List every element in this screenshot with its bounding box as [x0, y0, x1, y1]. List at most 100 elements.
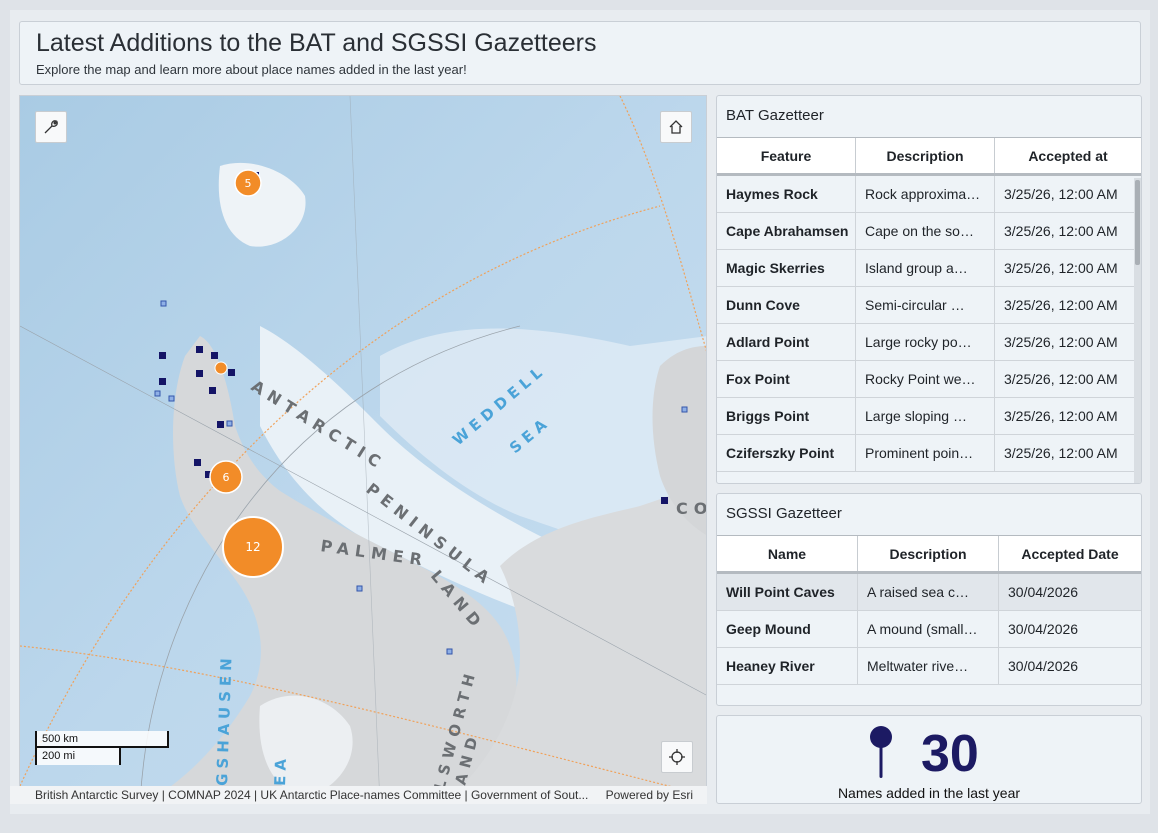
- scale-bar: 500 km 200 mi: [35, 731, 169, 765]
- description-cell: Cape on the so…: [856, 213, 995, 249]
- accepted-cell: 3/25/26, 12:00 AM: [1004, 371, 1118, 387]
- crosshair-icon: [669, 749, 685, 765]
- graticule-line: [139, 325, 521, 803]
- description-cell: A mound (small…: [858, 611, 999, 647]
- sgssi-gazetteer-panel: SGSSI Gazetteer Name Description Accepte…: [716, 493, 1142, 706]
- table-row[interactable]: Cziferszky Point Prominent poin… 3/25/26, …: [717, 435, 1141, 472]
- sgssi-table[interactable]: Name Description Accepted Date Will Poin…: [717, 535, 1141, 685]
- column-header-name[interactable]: Name: [717, 536, 858, 571]
- accepted-cell: 3/25/26, 12:00 AM: [1004, 260, 1118, 276]
- page-title: Latest Additions to the BAT and SGSSI Ga…: [36, 29, 597, 57]
- table-row[interactable]: Will Point Caves A raised sea c… 30/04/202…: [717, 574, 1141, 611]
- description-cell: A raised sea c…: [858, 574, 999, 610]
- cluster-count: 6: [223, 471, 230, 484]
- cluster-6[interactable]: 6: [209, 460, 243, 494]
- accepted-cell: 3/25/26, 12:00 AM: [1004, 186, 1118, 202]
- map-attribution: British Antarctic Survey | COMNAP 2024 |…: [10, 786, 707, 804]
- table-row[interactable]: Fox Point Rocky Point we… 3/25/26, 12:00 A…: [717, 361, 1141, 398]
- map-label-bellingshausen: GSHAUSEN: [213, 653, 236, 786]
- feature-cell: Dunn Cove: [717, 287, 856, 323]
- map-label-coats: CO: [676, 499, 707, 518]
- cluster-count: 5: [245, 177, 252, 190]
- column-header-accepted-date[interactable]: Accepted Date: [1021, 545, 1119, 562]
- names-count-value: 30: [921, 725, 979, 783]
- column-header-feature[interactable]: Feature: [717, 138, 856, 173]
- accepted-cell: 3/25/26, 12:00 AM: [1004, 297, 1118, 313]
- names-count-panel: 30 Names added in the last year: [716, 715, 1142, 804]
- accepted-cell: 3/25/26, 12:00 AM: [1004, 445, 1118, 461]
- description-cell: Prominent poin…: [856, 435, 995, 471]
- accepted-cell: 3/25/26, 12:00 AM: [1004, 334, 1118, 350]
- description-cell: Large sloping …: [856, 398, 995, 434]
- accepted-cell: 3/25/26, 12:00 AM: [1004, 408, 1118, 424]
- graticule-line: [20, 205, 661, 787]
- accepted-cell: 3/25/26, 12:00 AM: [1004, 223, 1118, 239]
- home-button[interactable]: [660, 111, 692, 143]
- graticule-line: [619, 96, 706, 352]
- powered-by-esri[interactable]: Powered by Esri: [605, 788, 693, 802]
- table-row[interactable]: Cape Abrahamsen Cape on the so… 3/25/26, 1…: [717, 213, 1141, 250]
- cluster-5[interactable]: 5: [234, 169, 262, 197]
- description-cell: Rocky Point we…: [856, 361, 995, 397]
- map-view[interactable]: ANTARCTIC PENINSULA PALMER LAND LLSWORTH…: [19, 95, 707, 804]
- feature-markers-light[interactable]: [154, 300, 688, 655]
- description-cell: Meltwater rive…: [858, 648, 999, 684]
- feature-cell: Magic Skerries: [717, 250, 856, 286]
- column-header-accepted[interactable]: Accepted at: [1028, 147, 1108, 164]
- table-row[interactable]: Magic Skerries Island group a… 3/25/26, 12…: [717, 250, 1141, 287]
- table-row[interactable]: Adlard Point Large rocky po… 3/25/26, 12:0…: [717, 324, 1141, 361]
- names-count-caption: Names added in the last year: [837, 785, 1021, 801]
- map-label-bellingshausen-sea: EA: [271, 754, 290, 786]
- locate-button[interactable]: [661, 741, 693, 773]
- map-pin-icon: [870, 726, 892, 778]
- table-row[interactable]: Haymes Rock Rock approxima… 3/25/26, 12:00…: [717, 176, 1141, 213]
- accepted-date-cell: 30/04/2026: [1008, 621, 1079, 637]
- table-header: Name Description Accepted Date: [717, 536, 1141, 574]
- table-row[interactable]: Geep Mound A mound (small… 30/04/2026: [717, 611, 1141, 648]
- mainland-east: [442, 477, 706, 803]
- feature-cell: Briggs Point: [717, 398, 856, 434]
- peninsula-land: [143, 336, 517, 803]
- scrollbar-thumb[interactable]: [1135, 180, 1140, 265]
- tools-button[interactable]: [35, 111, 67, 143]
- name-cell: Heaney River: [717, 648, 858, 684]
- description-cell: Large rocky po…: [856, 324, 995, 360]
- bat-panel-title: BAT Gazetteer: [726, 107, 824, 124]
- feature-cell: Cziferszky Point: [717, 435, 856, 471]
- coastal-shelf: [260, 326, 580, 616]
- scale-metric: 500 km: [42, 733, 79, 745]
- graticule-line: [20, 645, 706, 797]
- bat-table[interactable]: Feature Description Accepted at Haymes R…: [717, 137, 1141, 472]
- table-row[interactable]: Briggs Point Large sloping … 3/25/26, 12:0…: [717, 398, 1141, 435]
- page-subtitle: Explore the map and learn more about pla…: [36, 62, 467, 77]
- attribution-text: British Antarctic Survey | COMNAP 2024 |…: [35, 788, 589, 802]
- bat-scrollbar[interactable]: [1134, 178, 1141, 483]
- cluster-12[interactable]: 12: [222, 516, 284, 578]
- table-row[interactable]: Heaney River Meltwater rive… 30/04/2026: [717, 648, 1141, 685]
- ice-area: [259, 695, 353, 796]
- accepted-date-cell: 30/04/2026: [1008, 584, 1079, 600]
- cluster-count: 12: [245, 540, 260, 554]
- basemap[interactable]: ANTARCTIC PENINSULA PALMER LAND LLSWORTH…: [20, 96, 707, 804]
- scale-imperial: 200 mi: [42, 750, 76, 762]
- description-cell: Semi-circular …: [856, 287, 995, 323]
- column-header-description[interactable]: Description: [858, 536, 999, 571]
- column-header-description[interactable]: Description: [856, 138, 995, 173]
- cluster-point[interactable]: [214, 361, 228, 375]
- accepted-date-cell: 30/04/2026: [1008, 658, 1079, 674]
- graticule-line: [20, 325, 706, 696]
- home-icon: [669, 120, 683, 134]
- feature-cell: Cape Abrahamsen: [717, 213, 856, 249]
- name-cell: Geep Mound: [717, 611, 858, 647]
- name-cell: Will Point Caves: [717, 574, 858, 610]
- dashboard-header: Latest Additions to the BAT and SGSSI Ga…: [19, 21, 1141, 85]
- table-row[interactable]: Dunn Cove Semi-circular … 3/25/26, 12:00 A…: [717, 287, 1141, 324]
- description-cell: Island group a…: [856, 250, 995, 286]
- description-cell: Rock approxima…: [856, 176, 995, 212]
- bat-gazetteer-panel: BAT Gazetteer Feature Description Accept…: [716, 95, 1142, 484]
- wrench-icon: [44, 120, 58, 134]
- table-header: Feature Description Accepted at: [717, 138, 1141, 176]
- sgssi-panel-title: SGSSI Gazetteer: [726, 505, 842, 522]
- coats-land: [652, 346, 706, 535]
- feature-cell: Fox Point: [717, 361, 856, 397]
